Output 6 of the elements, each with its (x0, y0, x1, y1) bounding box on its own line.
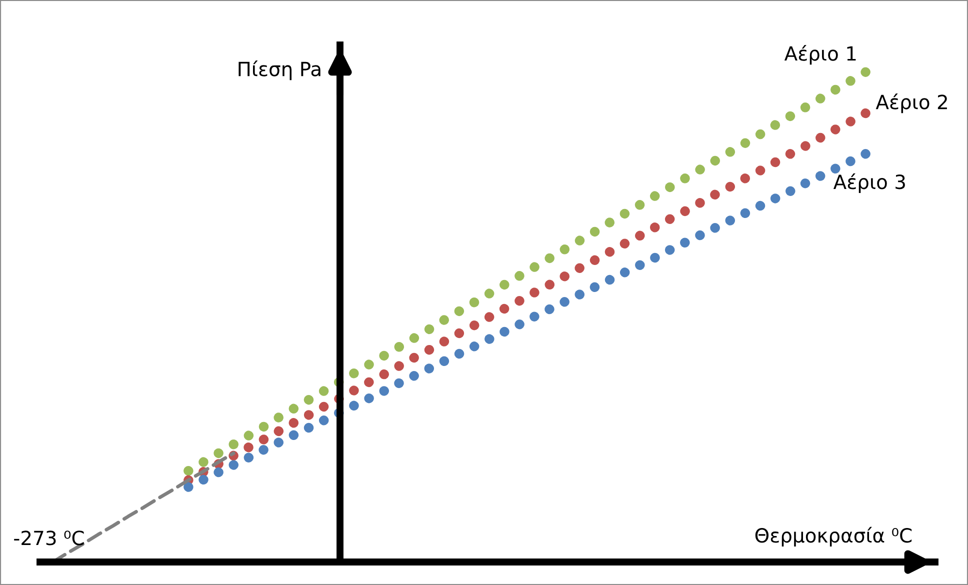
series-label: Αέριο 3 (833, 173, 905, 193)
x-axis-title: Θερμοκρασία ⁰C (755, 526, 912, 546)
annotation: -273 ⁰C (14, 530, 84, 546)
series-label: Αέριο 2 (876, 94, 947, 114)
y-axis-title: Πίεση Pa (238, 60, 320, 80)
series-label: Αέριο 1 (784, 45, 856, 65)
